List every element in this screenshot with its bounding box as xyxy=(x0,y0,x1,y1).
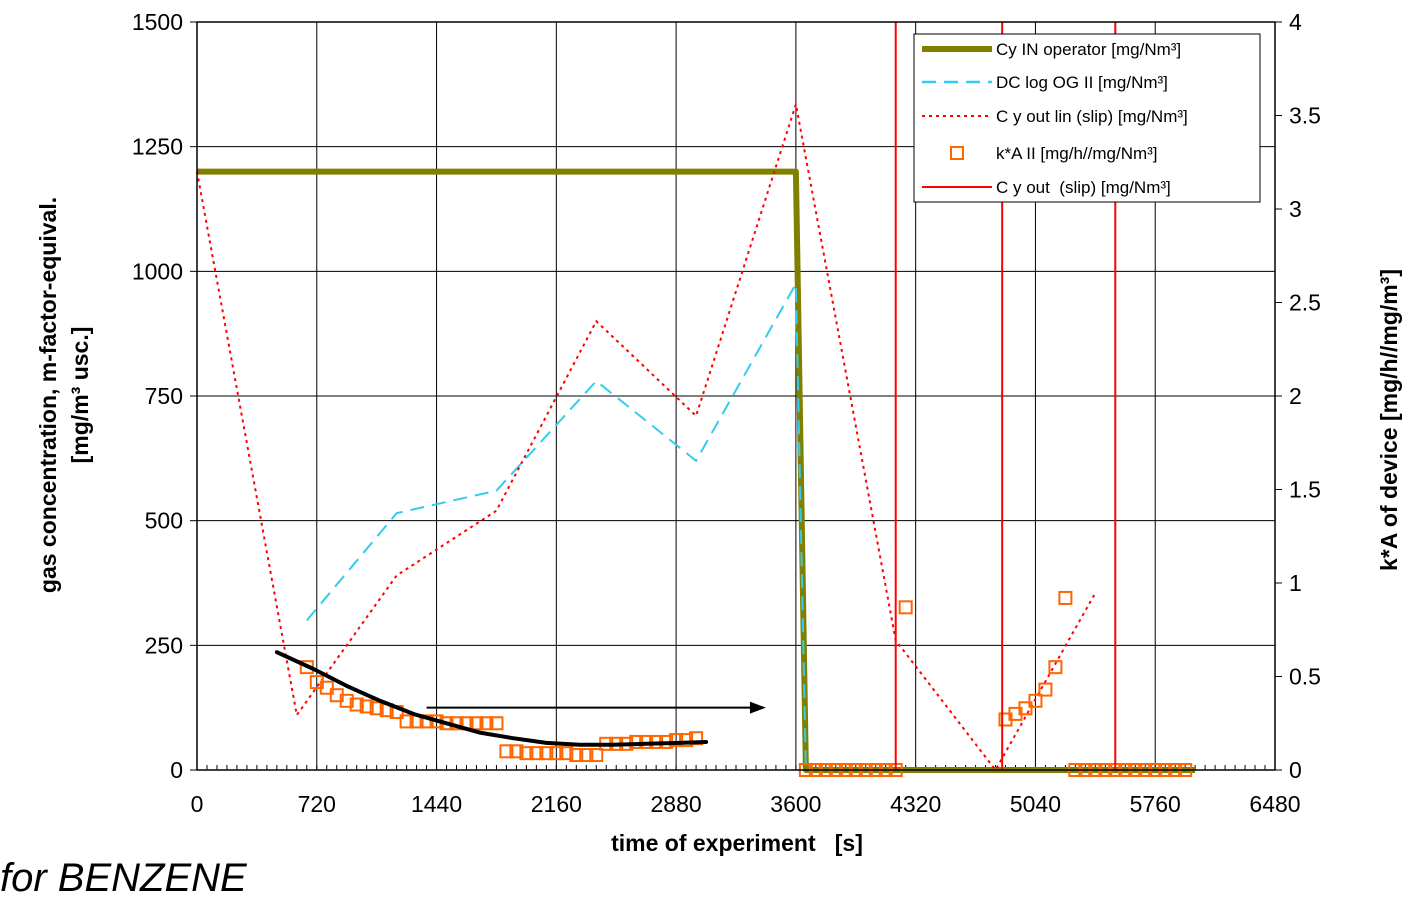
y-right-tick-label: 0.5 xyxy=(1289,664,1321,690)
series-ka-point xyxy=(579,748,594,763)
x-tick-label: 0 xyxy=(191,791,204,817)
series-ka-point xyxy=(509,744,524,759)
x-tick-label: 3600 xyxy=(770,791,821,817)
legend: Cy IN operator [mg/Nm³] DC log OG II [mg… xyxy=(913,33,1261,203)
series-ka-point xyxy=(369,701,384,716)
y-left-axis-title-line1: gas concentration, m-factor-equival. xyxy=(35,197,61,593)
x-tick-label: 2880 xyxy=(651,791,702,817)
series-ka-point xyxy=(559,746,574,761)
x-tick-label: 4320 xyxy=(890,791,941,817)
legend-label-cy-out-lin: C y out lin (slip) [mg/Nm³] xyxy=(996,107,1188,126)
x-tick-label: 5040 xyxy=(1010,791,1061,817)
series-ka-point xyxy=(469,716,484,731)
series-ka-point xyxy=(569,748,584,763)
series-cy-out-lin-line xyxy=(196,103,1097,772)
y-left-axis-title-line2: [mg/m³ usc.] xyxy=(67,327,93,464)
x-tick-label: 1440 xyxy=(411,791,462,817)
chart: 0 720 1440 2160 2880 3600 4320 5040 5760 6480 025… xyxy=(35,9,1402,856)
series-ka-point xyxy=(339,693,354,708)
y-left-tick-label: 0 xyxy=(170,757,183,783)
y-left-tick-label: 500 xyxy=(145,508,183,534)
legend-label-cy-out-slip: C y out (slip) [mg/Nm³] xyxy=(996,178,1171,197)
series-ka-point xyxy=(1058,590,1073,605)
series-ka-point xyxy=(529,746,544,761)
y-right-tick-label: 1 xyxy=(1289,570,1302,596)
y-left-tick-label: 1500 xyxy=(132,9,183,35)
y-left-tick-label: 750 xyxy=(145,383,183,409)
arrow-head xyxy=(749,701,766,714)
series-dc-log-line xyxy=(306,280,807,771)
y-right-tick-label: 2.5 xyxy=(1289,290,1321,316)
series-ka-point xyxy=(319,680,334,695)
series-ka-point xyxy=(669,733,684,748)
y-left-tick-label: 1250 xyxy=(132,134,183,160)
y-right-tick-label: 0 xyxy=(1289,757,1302,783)
y-right-axis-title: k*A of device [mg/h//mg/m³] xyxy=(1376,269,1402,571)
y-right-tick-label: 1.5 xyxy=(1289,477,1321,503)
series-ka-point xyxy=(679,733,694,748)
series-ka-point xyxy=(349,697,364,712)
series-ka-point xyxy=(1028,693,1043,708)
trend-curve xyxy=(274,650,709,747)
series-ka-point xyxy=(549,746,564,761)
x-tick-label: 720 xyxy=(298,791,336,817)
x-tick-label: 5760 xyxy=(1130,791,1181,817)
legend-box xyxy=(913,33,1261,203)
y-right-tick-label: 2 xyxy=(1289,383,1302,409)
y-left-tick-label: 1000 xyxy=(132,258,183,284)
chart-caption: for BENZENE xyxy=(0,856,247,900)
series-ka-point xyxy=(539,746,554,761)
legend-swatch-ka xyxy=(950,146,964,160)
series-ka-point xyxy=(479,716,494,731)
series-ka-point xyxy=(359,699,374,714)
y-right-tick-label: 3 xyxy=(1289,196,1302,222)
y-right-tick-label: 3.5 xyxy=(1289,103,1321,129)
series-ka-point xyxy=(499,744,514,759)
x-tick-labels: 0 720 1440 2160 2880 3600 4320 5040 5760 6480 xyxy=(191,791,1301,817)
series-ka-point xyxy=(1038,682,1053,697)
series-ka-point xyxy=(1018,701,1033,716)
series-ka-point xyxy=(489,716,504,731)
y-right-tick-labels: 0 0.5 1 1.5 2 2.5 3 3.5 4 xyxy=(1275,9,1321,783)
series-ka-point xyxy=(399,714,414,729)
legend-label-ka: k*A II [mg/h//mg/Nm³] xyxy=(996,144,1158,163)
legend-label-dc-log: DC log OG II [mg/Nm³] xyxy=(996,73,1168,92)
legend-label-cy-in: Cy IN operator [mg/Nm³] xyxy=(996,40,1181,59)
series-ka-point xyxy=(898,600,913,615)
series-ka-point xyxy=(1048,660,1063,675)
x-tick-label: 2160 xyxy=(531,791,582,817)
series-ka-point xyxy=(589,748,604,763)
x-axis-title: time of experiment [s] xyxy=(611,830,863,856)
y-left-tick-label: 250 xyxy=(145,632,183,658)
y-left-tick-labels: 0 250 500 750 1000 1250 1500 xyxy=(132,9,197,783)
series-ka-point xyxy=(519,746,534,761)
x-tick-label: 6480 xyxy=(1249,791,1300,817)
y-right-tick-label: 4 xyxy=(1289,9,1302,35)
